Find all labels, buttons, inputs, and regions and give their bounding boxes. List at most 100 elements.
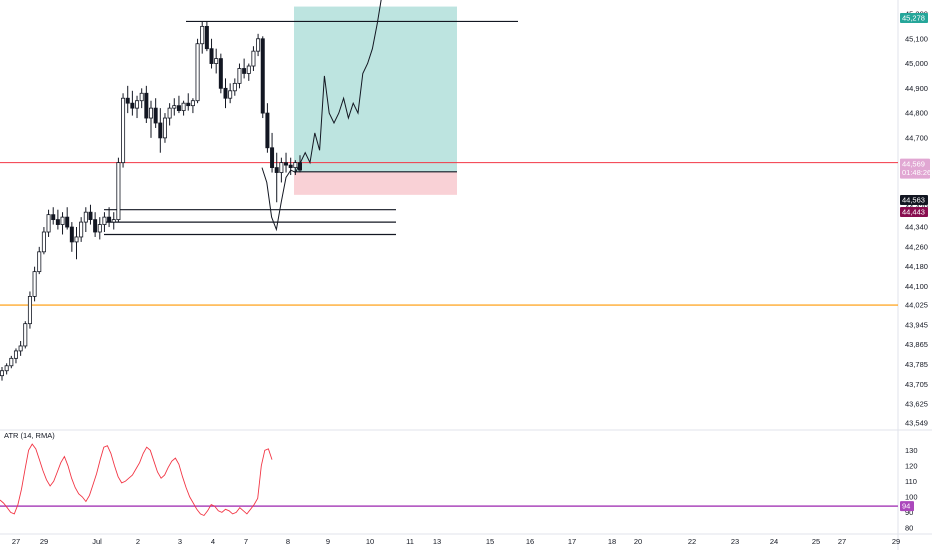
candle[interactable] — [158, 108, 163, 153]
candle-body — [284, 162, 289, 166]
target-price-tag[interactable]: 45,278 — [900, 13, 928, 23]
price-axis-label: 44,260 — [905, 242, 928, 251]
candle[interactable] — [60, 212, 65, 235]
candle[interactable] — [274, 152, 279, 203]
candle[interactable] — [13, 348, 18, 364]
time-axis[interactable]: 27 29 Jul 2 3 4 7 8 9 10 11 13 15 16 17 18 20 22 23 24 25 27 2… — [12, 537, 900, 546]
candle[interactable] — [218, 53, 223, 94]
atr-axis-label: 120 — [905, 461, 918, 470]
candle[interactable] — [186, 93, 191, 111]
entry-price-tag[interactable]: 44,563 — [900, 195, 928, 205]
candle[interactable] — [79, 217, 84, 242]
candle[interactable] — [55, 209, 60, 230]
candle[interactable] — [167, 103, 172, 126]
candle[interactable] — [200, 21, 205, 54]
candle[interactable] — [125, 85, 130, 114]
stop-price-tag-text: 44,443 — [902, 208, 925, 217]
candle[interactable] — [246, 63, 251, 81]
candle[interactable] — [270, 132, 275, 173]
candle[interactable] — [88, 204, 93, 225]
candle[interactable] — [228, 83, 233, 104]
atr-line[interactable] — [0, 443, 273, 517]
candle[interactable] — [148, 100, 153, 138]
candle[interactable] — [102, 212, 107, 233]
candle[interactable] — [181, 100, 186, 116]
atr-axis[interactable]: 130 120 110 100 90 80 94 — [900, 446, 918, 533]
candle[interactable] — [153, 98, 158, 128]
candle-body — [228, 90, 233, 99]
candle[interactable] — [65, 207, 70, 230]
candle[interactable] — [256, 33, 261, 57]
atr-indicator-label[interactable]: ATR (14, RMA) — [4, 431, 55, 440]
atr-axis-label: 90 — [905, 508, 913, 517]
candle[interactable] — [107, 207, 112, 228]
candle-body — [107, 216, 112, 223]
candle[interactable] — [93, 212, 98, 237]
candle[interactable] — [209, 38, 214, 69]
candle[interactable] — [288, 157, 293, 176]
candle[interactable] — [214, 48, 219, 74]
candle[interactable] — [172, 98, 177, 116]
candle-body — [274, 167, 279, 173]
candle[interactable] — [18, 341, 23, 356]
candle[interactable] — [135, 95, 140, 119]
candle[interactable] — [279, 157, 284, 183]
candle[interactable] — [260, 36, 265, 119]
candle[interactable] — [9, 355, 14, 369]
candle[interactable] — [190, 98, 195, 114]
candle[interactable] — [130, 90, 135, 116]
candle-body — [0, 370, 4, 377]
candle-body — [242, 68, 247, 74]
candle[interactable] — [237, 63, 242, 89]
candle[interactable] — [242, 58, 247, 79]
candle[interactable] — [176, 95, 181, 114]
candle-body — [186, 102, 191, 107]
candle[interactable] — [46, 209, 51, 237]
candle[interactable] — [97, 217, 102, 240]
atr-value-tag[interactable]: 94 — [900, 501, 914, 512]
price-axis-label: 44,100 — [905, 282, 928, 291]
time-axis-label: 16 — [526, 537, 534, 546]
candle[interactable] — [51, 207, 56, 225]
candle[interactable] — [144, 85, 149, 124]
candle-body — [181, 102, 186, 112]
candle-body — [9, 357, 14, 367]
price-axis-label: 43,549 — [905, 419, 928, 428]
loss-zone[interactable] — [294, 171, 457, 195]
candle[interactable] — [0, 367, 4, 381]
time-axis-label: 20 — [634, 537, 642, 546]
candle-body — [293, 162, 298, 168]
candle[interactable] — [83, 207, 88, 233]
candle[interactable] — [111, 212, 116, 230]
candle[interactable] — [27, 291, 32, 329]
candle[interactable] — [265, 103, 270, 153]
candle[interactable] — [284, 152, 289, 173]
candle[interactable] — [41, 227, 46, 255]
projection-path[interactable] — [261, 0, 382, 232]
candle[interactable] — [69, 222, 74, 252]
candle[interactable] — [162, 113, 167, 143]
price-axis[interactable]: 45,20045,10045,00044,90044,80044,70044,6… — [900, 10, 931, 428]
candle[interactable] — [37, 246, 42, 275]
candle[interactable] — [204, 21, 209, 52]
time-axis-label: 22 — [688, 537, 696, 546]
price-axis-label: 43,945 — [905, 320, 928, 329]
atr-indicator-pane[interactable]: ATR (14, RMA) — [0, 431, 898, 517]
candle[interactable] — [195, 38, 200, 104]
time-axis-label: 4 — [211, 537, 215, 546]
stop-price-tag[interactable]: 44,443 — [900, 207, 928, 217]
candle[interactable] — [4, 363, 9, 375]
candle[interactable] — [116, 157, 121, 223]
candle[interactable] — [32, 266, 37, 302]
candle[interactable] — [23, 321, 28, 349]
candle[interactable] — [232, 78, 237, 96]
candle[interactable] — [121, 93, 126, 168]
candle[interactable] — [223, 78, 228, 109]
candle[interactable] — [74, 227, 79, 260]
candle-body — [37, 251, 42, 273]
candle[interactable] — [139, 88, 144, 109]
candle[interactable] — [251, 46, 256, 71]
